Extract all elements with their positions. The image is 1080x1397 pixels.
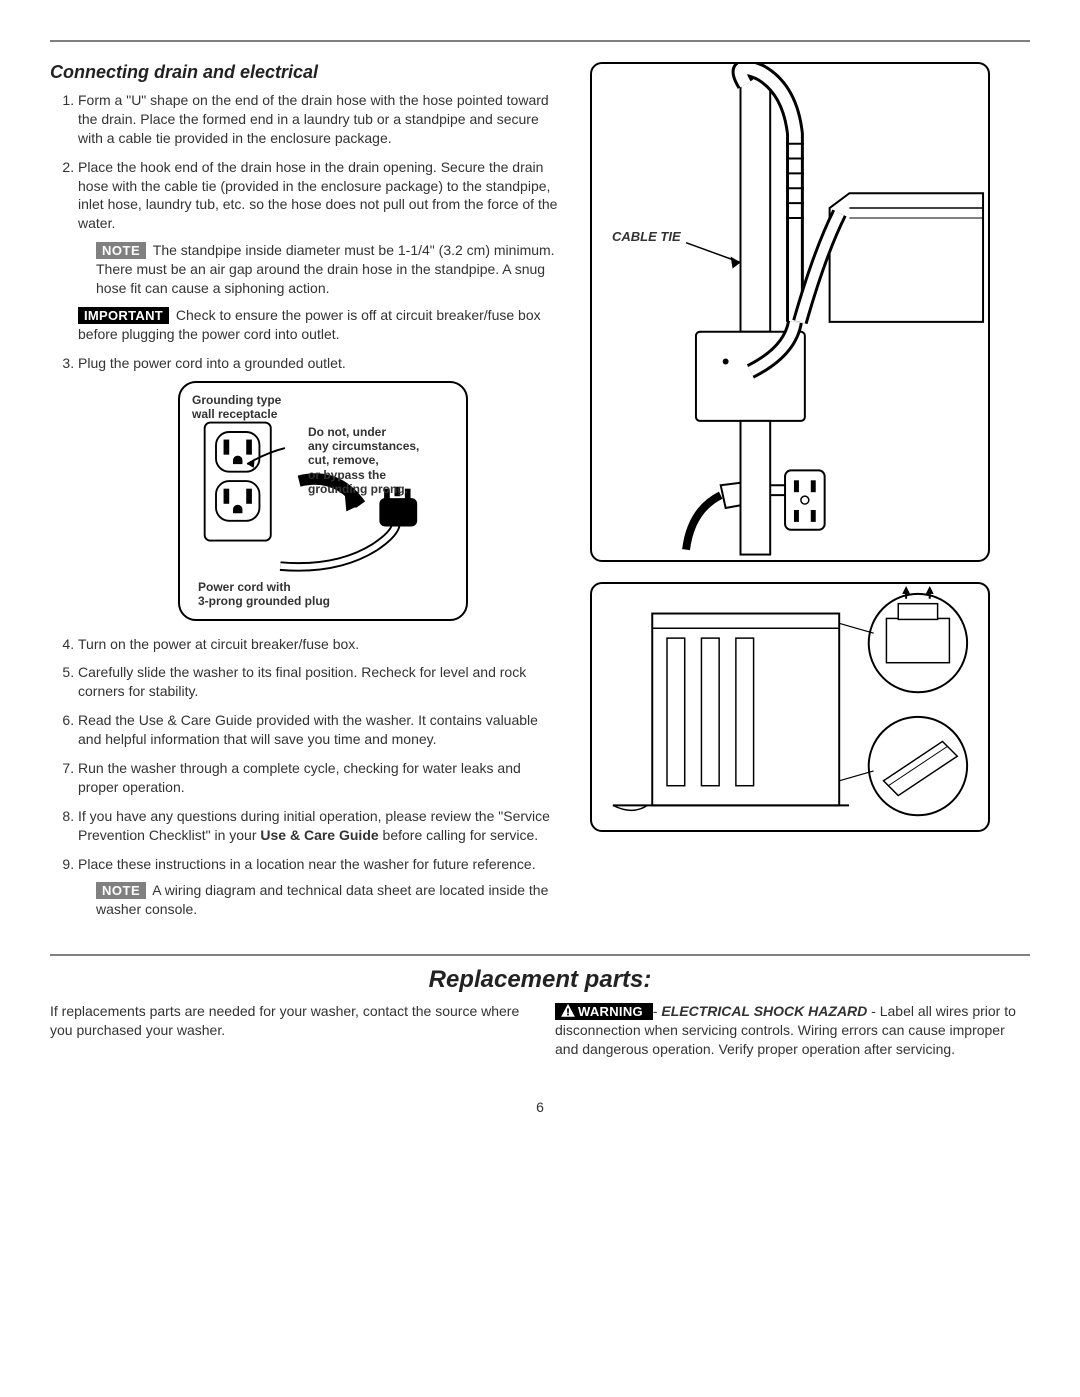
step-1: Form a "U" shape on the end of the drain… bbox=[78, 91, 560, 148]
step-2: Place the hook end of the drain hose in … bbox=[78, 158, 560, 344]
outlet-label-bottom: Power cord with 3-prong grounded plug bbox=[198, 580, 330, 609]
step-9-text: Place these instructions in a location n… bbox=[78, 856, 536, 872]
drain-connection-diagram: CABLE TIE bbox=[590, 62, 990, 562]
replacement-horizontal-rule bbox=[50, 954, 1030, 956]
step-3: Plug the power cord into a grounded outl… bbox=[78, 354, 560, 621]
replacement-heading: Replacement parts: bbox=[50, 966, 1030, 994]
step-8-bold: Use & Care Guide bbox=[260, 827, 378, 843]
warning-triangle-icon bbox=[561, 1004, 575, 1018]
note-standpipe: NOTE The standpipe inside diameter must … bbox=[96, 241, 560, 298]
step-7: Run the washer through a complete cycle,… bbox=[78, 759, 560, 797]
step-8-b: before calling for service. bbox=[379, 827, 539, 843]
top-horizontal-rule bbox=[50, 40, 1030, 42]
step-5: Carefully slide the washer to its final … bbox=[78, 663, 560, 701]
grounded-outlet-figure: Grounding type wall receptacle bbox=[178, 381, 468, 621]
replacement-left-text: If replacements parts are needed for you… bbox=[50, 1002, 525, 1059]
warning-hazard-em: ELECTRICAL SHOCK HAZARD bbox=[661, 1003, 867, 1019]
note-standpipe-text: The standpipe inside diameter must be 1-… bbox=[96, 242, 555, 296]
section-heading-connecting: Connecting drain and electrical bbox=[50, 62, 560, 83]
cable-tie-label: CABLE TIE bbox=[612, 229, 681, 244]
instruction-steps-list: Form a "U" shape on the end of the drain… bbox=[50, 91, 560, 919]
page-number: 6 bbox=[50, 1099, 1030, 1115]
warning-label-text: WARNING bbox=[578, 1004, 643, 1019]
drain-diagram-svg bbox=[592, 64, 988, 560]
step-3-text: Plug the power cord into a grounded outl… bbox=[78, 355, 346, 371]
outlet-label-right: Do not, under any circumstances, cut, re… bbox=[308, 425, 419, 497]
step-2-text: Place the hook end of the drain hose in … bbox=[78, 159, 557, 232]
important-label: IMPORTANT bbox=[78, 307, 169, 324]
note-wiring-diagram: NOTE A wiring diagram and technical data… bbox=[96, 881, 560, 919]
warning-label: WARNING bbox=[555, 1003, 653, 1020]
important-power-off: IMPORTANT Check to ensure the power is o… bbox=[78, 306, 560, 344]
note-wiring-text: A wiring diagram and technical data shee… bbox=[96, 882, 548, 917]
step-9: Place these instructions in a location n… bbox=[78, 855, 560, 920]
washer-slide-diagram bbox=[590, 582, 990, 832]
step-4: Turn on the power at circuit breaker/fus… bbox=[78, 635, 560, 654]
note-label-2: NOTE bbox=[96, 882, 146, 899]
left-column: Connecting drain and electrical Form a "… bbox=[50, 62, 560, 929]
step-6: Read the Use & Care Guide provided with … bbox=[78, 711, 560, 749]
step-8: If you have any questions during initial… bbox=[78, 807, 560, 845]
right-column: CABLE TIE bbox=[590, 62, 990, 929]
main-two-column-layout: Connecting drain and electrical Form a "… bbox=[50, 62, 1030, 929]
replacement-two-columns: If replacements parts are needed for you… bbox=[50, 1002, 1030, 1059]
replacement-right-warning: WARNING - ELECTRICAL SHOCK HAZARD - Labe… bbox=[555, 1002, 1030, 1059]
washer-position-svg bbox=[592, 584, 988, 830]
note-label: NOTE bbox=[96, 242, 146, 259]
